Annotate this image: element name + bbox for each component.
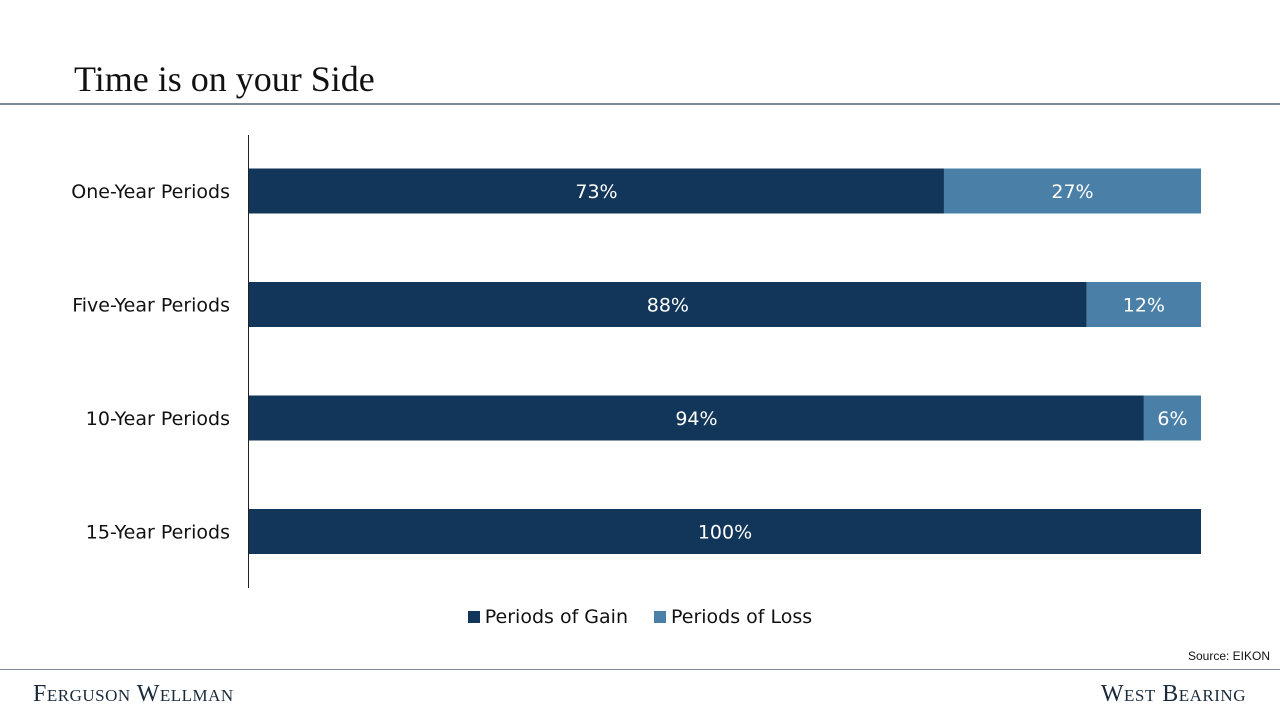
bar-segment-loss: [1086, 282, 1201, 327]
legend-item-loss: Periods of Loss: [654, 606, 812, 628]
bar-segment-gain: [249, 282, 1087, 327]
legend-label-gain: Periods of Gain: [484, 606, 628, 628]
brand-logo-left: Ferguson Wellman: [33, 681, 234, 707]
data-label: 73%: [575, 181, 617, 203]
category-label: Five-Year Periods: [72, 295, 230, 317]
brand-logo-right: West Bearing: [1100, 681, 1246, 707]
category-label: 10-Year Periods: [86, 408, 230, 430]
data-label: 6%: [1157, 408, 1187, 430]
category-label: One-Year Periods: [71, 181, 230, 203]
data-label: 88%: [647, 295, 689, 317]
bar-segment-gain: [249, 395, 1144, 441]
legend-label-loss: Periods of Loss: [671, 606, 813, 628]
bar-segment-loss: [1143, 395, 1201, 441]
legend-item-gain: Periods of Gain: [467, 606, 628, 628]
source-note: Source: EIKON: [1187, 649, 1270, 663]
data-label: 12%: [1123, 295, 1165, 317]
bar-segment-gain: [249, 168, 944, 214]
category-label: 15-Year Periods: [86, 522, 230, 544]
footer-divider: [0, 669, 1280, 670]
data-label: 100%: [698, 522, 752, 544]
chart-legend: Periods of Gain Periods of Loss: [0, 606, 1280, 628]
data-label: 94%: [675, 408, 717, 430]
legend-swatch-loss: [654, 611, 666, 623]
legend-swatch-gain: [467, 611, 480, 623]
data-label: 27%: [1051, 181, 1093, 203]
slide-title: Time is on your Side: [74, 59, 375, 99]
bar-segment-loss: [943, 168, 1201, 214]
title-divider: [0, 103, 1280, 105]
bar-segment-gain: [249, 509, 1201, 554]
stacked-bar-chart: One-Year Periods 73% 27% Five-Year Periods 8…: [71, 135, 1201, 588]
